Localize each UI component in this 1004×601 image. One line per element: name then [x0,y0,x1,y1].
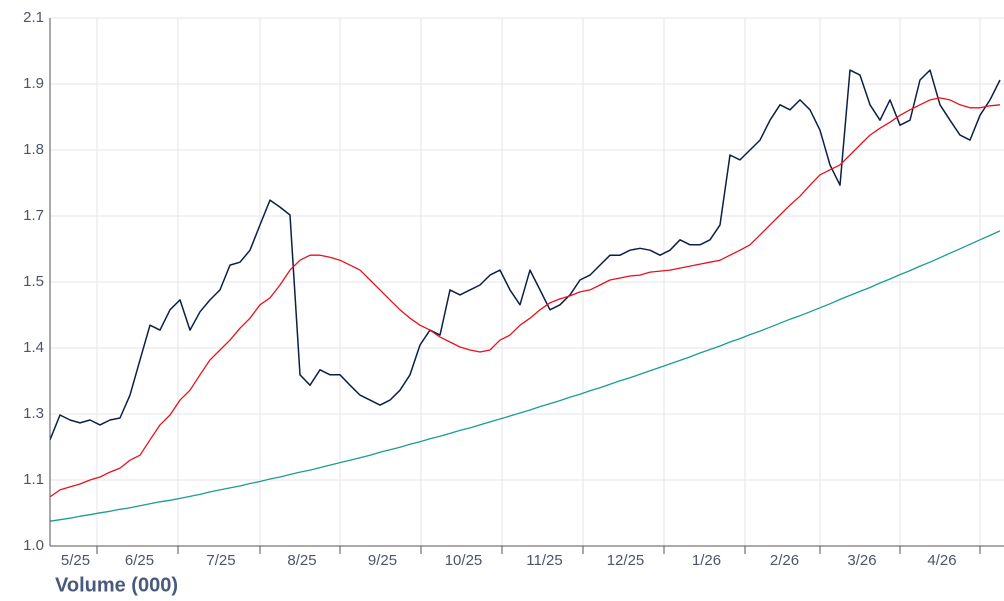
line-series [49,230,1001,522]
x-tick-label: 12/25 [607,552,645,569]
y-tick-label: 2.1 [23,9,44,26]
x-tick-label: 1/26 [692,552,721,569]
y-tick-label: 1.1 [23,471,44,488]
x-tick-label: 5/25 [61,552,90,569]
x-tick-label: 10/25 [445,552,483,569]
y-tick-label: 1.7 [23,207,44,224]
y-tick-label: 1.4 [23,339,44,356]
y-tick-label: 1.0 [23,537,44,554]
y-tick-label: 1.3 [23,405,44,422]
x-tick-label: 4/26 [927,552,956,569]
y-tick-label: 1.9 [23,75,44,92]
x-tick-label: 8/25 [287,552,316,569]
x-tick-label: 9/25 [368,552,397,569]
x-tick-label: 2/26 [770,552,799,569]
axes: 1.0 1.1 1.3 1.4 1.5 1.7 1.8 1.9 2.1 5/25 6/25 7/25 8… [23,9,1004,569]
line-series [49,97,1001,498]
y-tick-label: 1.8 [23,141,44,158]
line-series [49,69,1001,441]
x-tick-label: 6/25 [125,552,154,569]
x-tick-label: 7/25 [206,552,235,569]
y-tick-label: 1.5 [23,273,44,290]
plot-lines [49,69,1001,522]
x-tick-label: 3/26 [847,552,876,569]
volume-heading: Volume (000) [55,574,178,596]
x-tick-label: 11/25 [526,552,562,569]
